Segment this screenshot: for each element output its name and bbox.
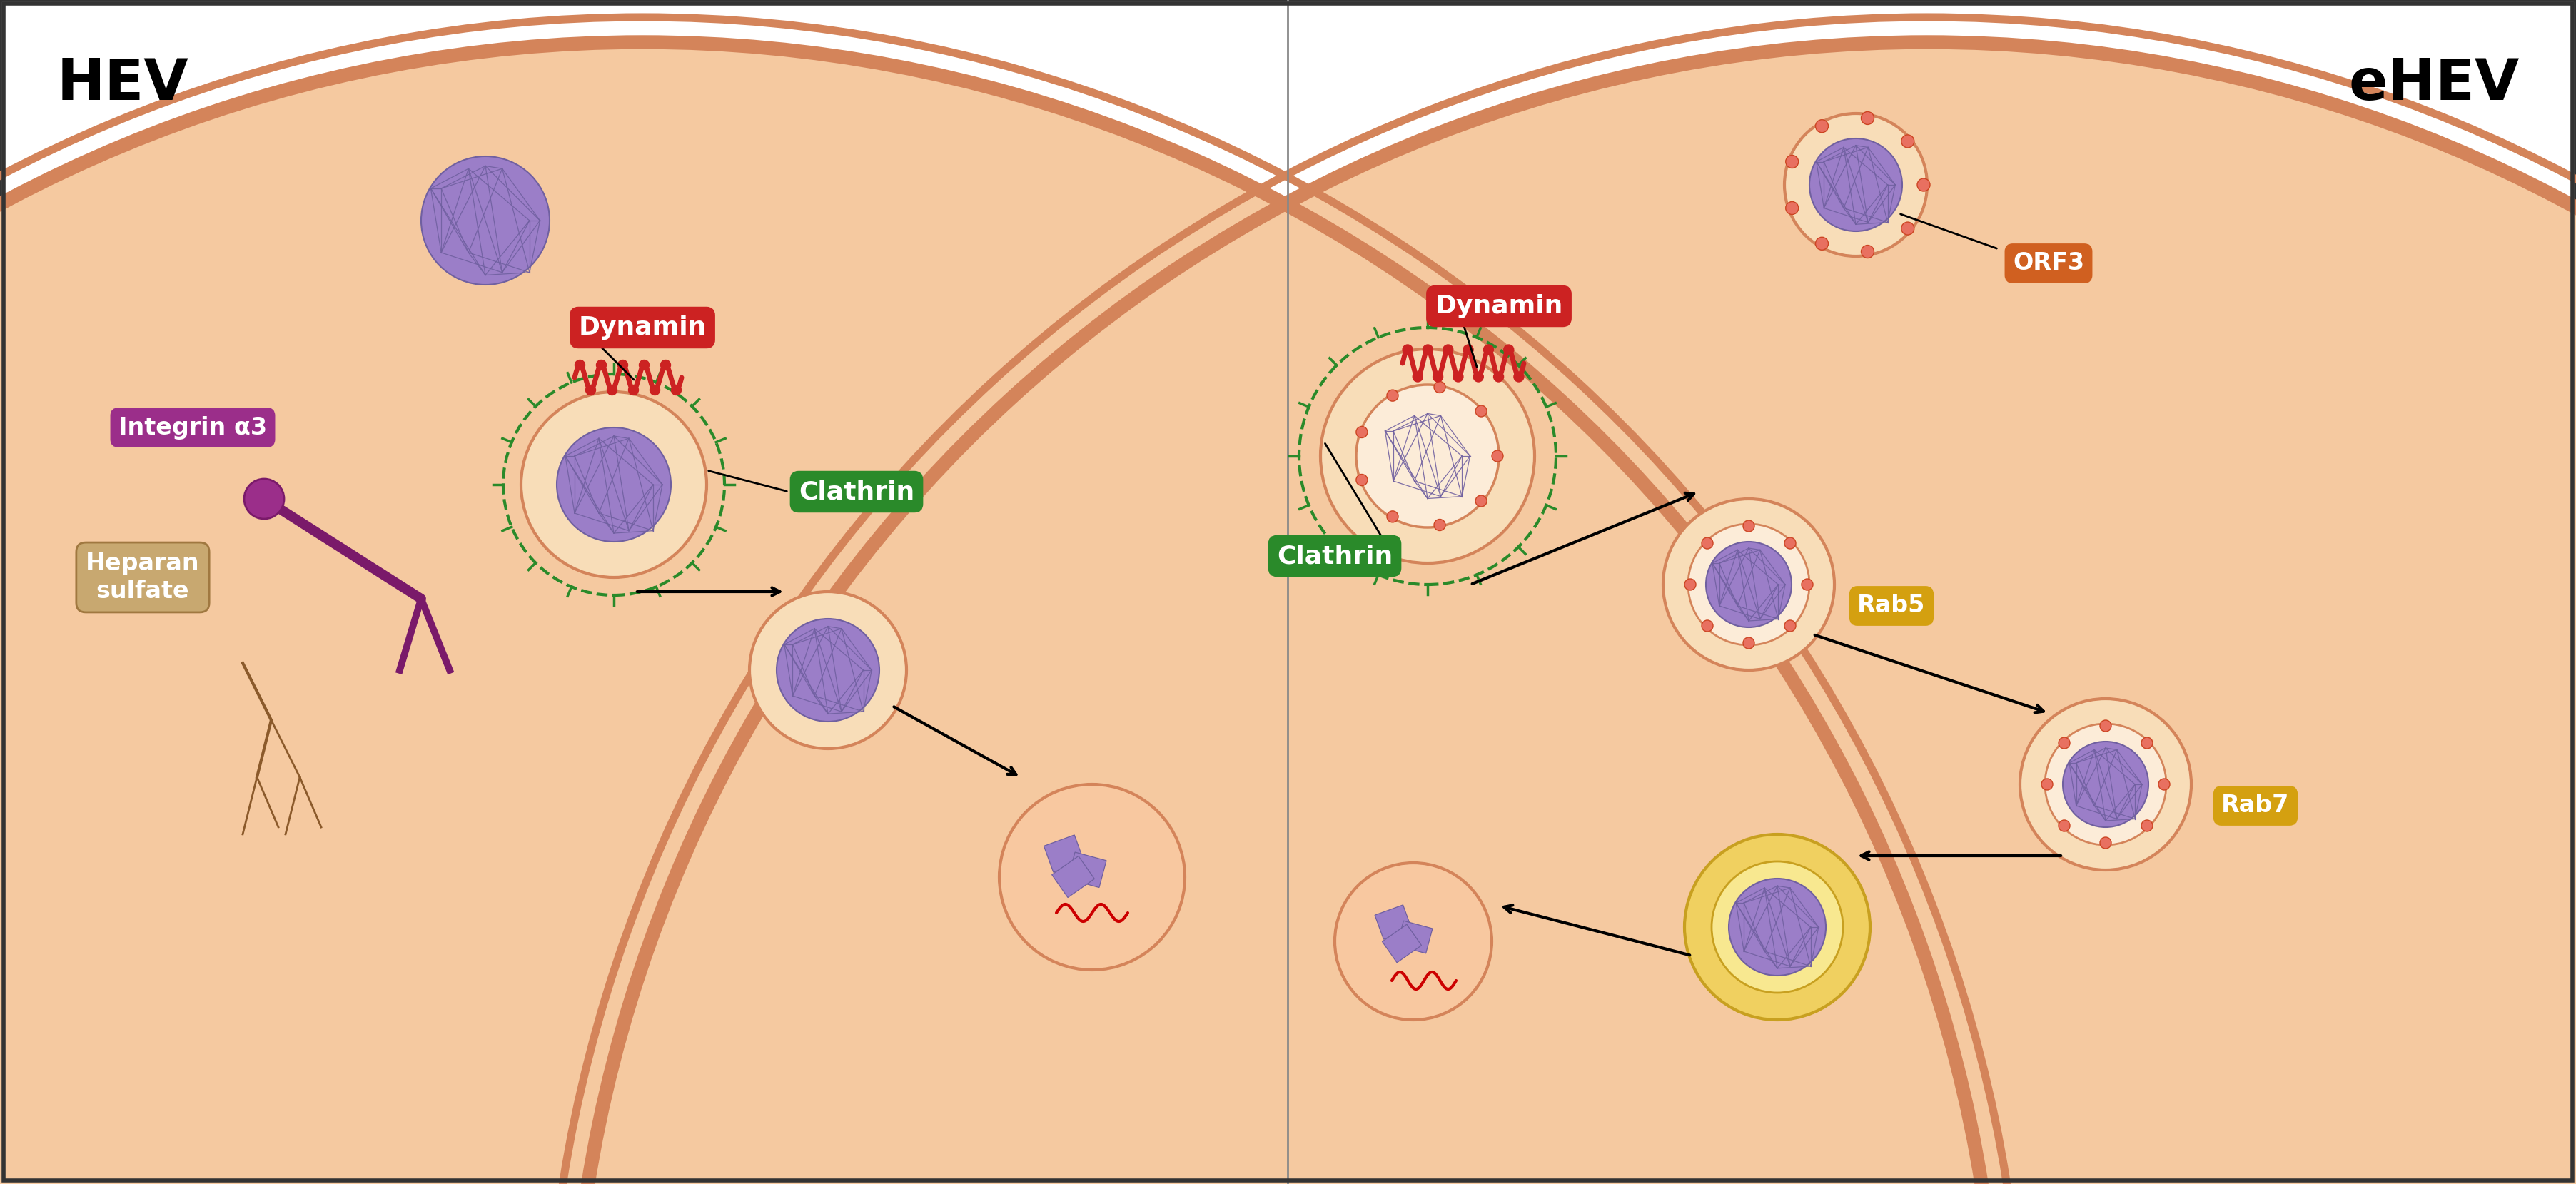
Circle shape	[1703, 620, 1713, 631]
Circle shape	[1494, 372, 1504, 381]
Circle shape	[2045, 723, 2166, 845]
Polygon shape	[1396, 921, 1432, 953]
Circle shape	[649, 385, 659, 395]
Polygon shape	[1051, 856, 1095, 897]
Circle shape	[1504, 345, 1515, 355]
Circle shape	[1785, 155, 1798, 168]
Circle shape	[1432, 372, 1443, 381]
Circle shape	[2141, 821, 2154, 831]
Circle shape	[1664, 498, 1834, 670]
Circle shape	[1785, 620, 1795, 631]
Circle shape	[639, 360, 649, 371]
Circle shape	[999, 784, 1185, 970]
Circle shape	[1744, 520, 1754, 532]
Text: ORF3: ORF3	[2012, 251, 2084, 275]
Circle shape	[1687, 523, 1808, 645]
Text: Dynamin: Dynamin	[580, 315, 706, 340]
Text: Clathrin: Clathrin	[1278, 543, 1394, 568]
Circle shape	[1378, 406, 1479, 506]
Circle shape	[1515, 372, 1525, 381]
Circle shape	[2058, 738, 2071, 748]
Circle shape	[608, 385, 618, 395]
Circle shape	[1401, 345, 1412, 355]
Circle shape	[1901, 135, 1914, 148]
Circle shape	[2141, 738, 2154, 748]
Text: HEV: HEV	[57, 57, 188, 112]
Text: Heparan
sulfate: Heparan sulfate	[85, 552, 201, 603]
Polygon shape	[1069, 852, 1105, 888]
Circle shape	[1860, 245, 1873, 258]
Circle shape	[2020, 699, 2192, 870]
Circle shape	[2099, 720, 2112, 732]
Circle shape	[1453, 372, 1463, 381]
Circle shape	[1816, 237, 1829, 250]
Circle shape	[1685, 835, 1870, 1019]
Circle shape	[618, 360, 629, 371]
Circle shape	[1476, 495, 1486, 507]
Polygon shape	[1376, 905, 1412, 939]
Text: Rab5: Rab5	[1857, 594, 1924, 618]
Circle shape	[1386, 390, 1399, 401]
Circle shape	[1355, 385, 1499, 527]
Circle shape	[420, 156, 549, 285]
Circle shape	[1473, 372, 1484, 381]
Circle shape	[775, 619, 878, 721]
Circle shape	[598, 360, 605, 371]
Circle shape	[1355, 426, 1368, 438]
Text: Rab7: Rab7	[2221, 794, 2290, 817]
Wedge shape	[572, 43, 2576, 1184]
Circle shape	[1705, 542, 1790, 628]
Circle shape	[556, 427, 670, 542]
Circle shape	[1801, 579, 1814, 590]
Circle shape	[585, 385, 595, 395]
Text: eHEV: eHEV	[2349, 57, 2519, 112]
Circle shape	[659, 360, 670, 371]
Circle shape	[2058, 821, 2071, 831]
Circle shape	[1703, 538, 1713, 549]
Circle shape	[1435, 381, 1445, 393]
Polygon shape	[1383, 925, 1422, 963]
Circle shape	[1334, 863, 1492, 1019]
Wedge shape	[0, 43, 1999, 1184]
Circle shape	[1422, 345, 1432, 355]
Circle shape	[1321, 349, 1535, 564]
Circle shape	[1710, 862, 1842, 992]
Circle shape	[1744, 637, 1754, 649]
Circle shape	[1355, 475, 1368, 485]
Circle shape	[1484, 345, 1494, 355]
Circle shape	[629, 385, 639, 395]
Text: Dynamin: Dynamin	[1435, 294, 1564, 318]
Circle shape	[1808, 139, 1901, 231]
Circle shape	[1901, 223, 1914, 234]
Circle shape	[520, 392, 706, 578]
Circle shape	[672, 385, 680, 395]
Circle shape	[1685, 579, 1695, 590]
Circle shape	[1435, 520, 1445, 530]
Circle shape	[574, 360, 585, 371]
Circle shape	[1463, 345, 1473, 355]
Circle shape	[1728, 879, 1826, 976]
Circle shape	[1785, 114, 1927, 256]
Circle shape	[750, 592, 907, 748]
Circle shape	[1412, 372, 1422, 381]
Circle shape	[1476, 405, 1486, 417]
Circle shape	[1917, 179, 1929, 192]
Text: Integrin α3: Integrin α3	[118, 416, 268, 439]
Circle shape	[2063, 741, 2148, 828]
Circle shape	[245, 478, 283, 519]
Circle shape	[1785, 201, 1798, 214]
Circle shape	[1816, 120, 1829, 133]
Circle shape	[2040, 779, 2053, 790]
Text: Clathrin: Clathrin	[799, 480, 914, 504]
Circle shape	[1386, 511, 1399, 522]
Circle shape	[2159, 779, 2169, 790]
Polygon shape	[1043, 835, 1084, 873]
Circle shape	[2099, 837, 2112, 849]
Circle shape	[1785, 538, 1795, 549]
Circle shape	[1860, 111, 1873, 124]
Circle shape	[1492, 450, 1504, 462]
Circle shape	[1443, 345, 1453, 355]
